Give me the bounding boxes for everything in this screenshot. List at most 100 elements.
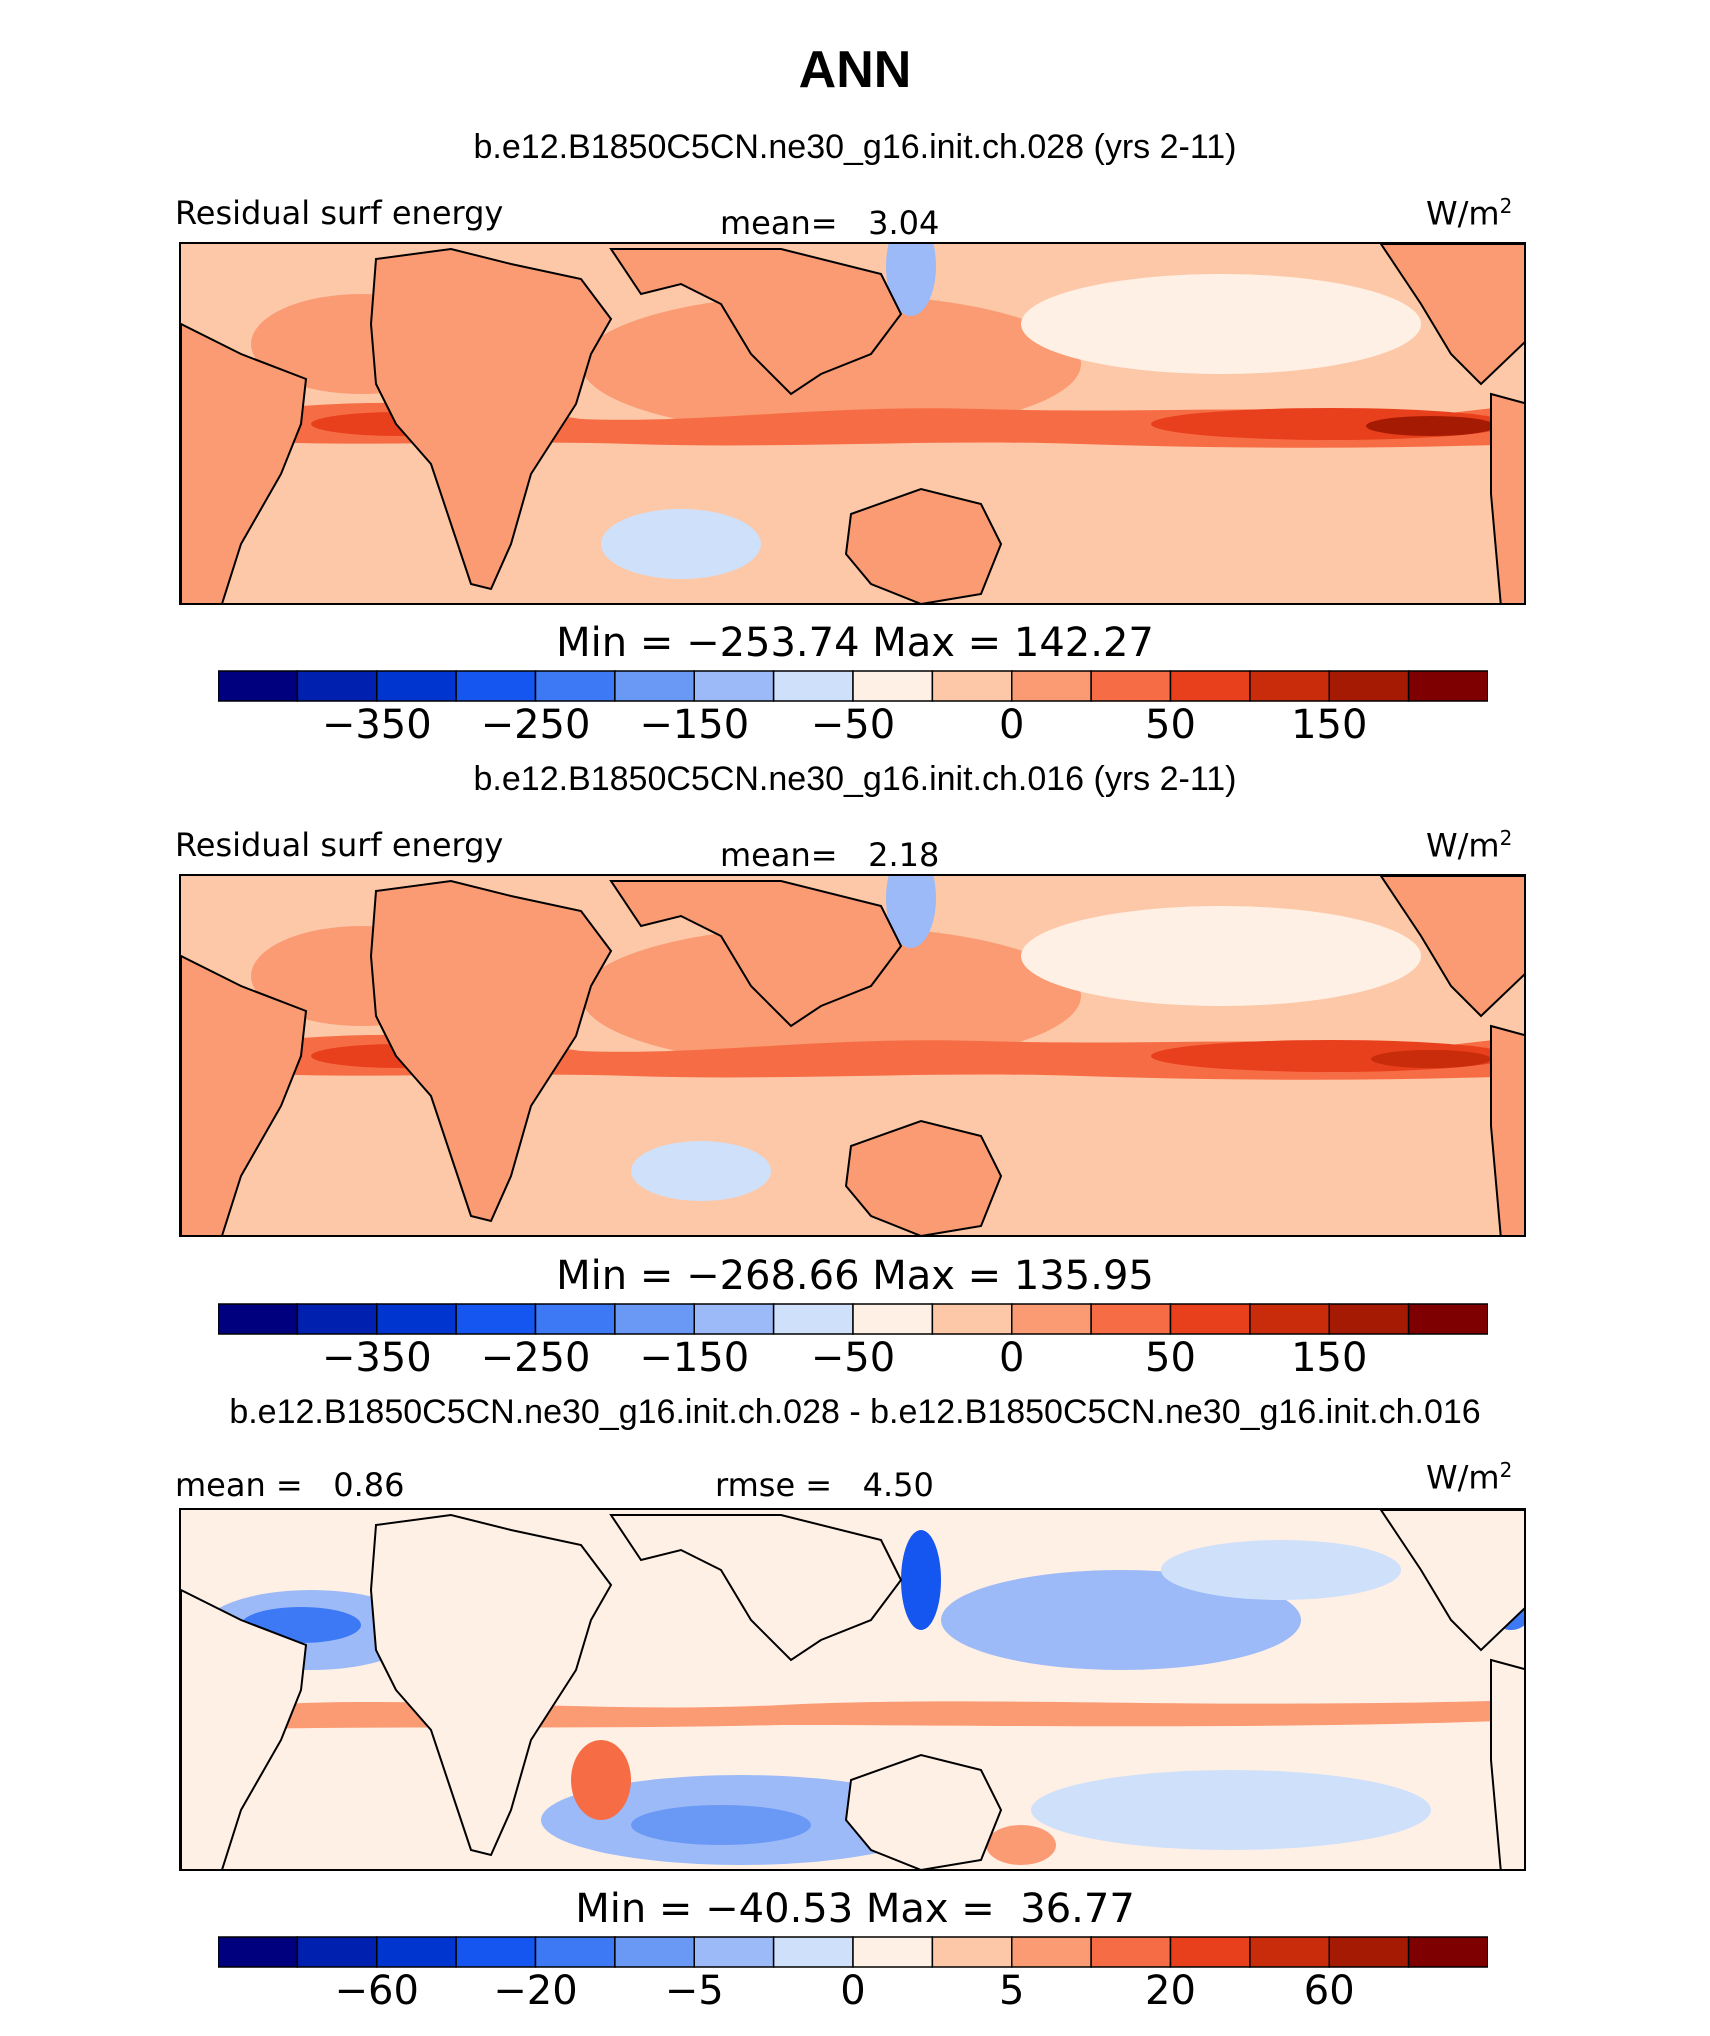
panel-3-north-america [1379,1510,1524,1652]
panel-2-colorbar [218,1303,1488,1335]
panel-2-colorbar-box [218,1303,299,1335]
panel-3-tick-label: 60 [1303,1968,1355,2014]
panel-1-asia [609,248,903,396]
panel-1-colorbar-box [218,670,299,702]
panel-3-tick-label: −60 [334,1968,419,2014]
panel-3-tick-label: 20 [1145,1968,1196,2014]
panel-3-colorbar-box [376,1936,457,1968]
panel-1-australia [844,487,1003,603]
panel-1-colorbar-box [1249,670,1330,702]
panel-2-field-pacific-maximum [1371,1050,1491,1068]
panel-1-units-label: W/m2 [1426,194,1513,233]
panel-3-colorbar-box [693,1936,775,1968]
panel-2-ticks: −350 −250 −150 −50 0 50 150 [0,1335,1710,1385]
panel-3-land [181,1510,1524,1869]
panel-2-colorbar-box [1011,1303,1092,1335]
panel-2-colorbar-box [931,1303,1013,1335]
panel-3-colorbar-box [1249,1936,1330,1968]
panel-1-colorbar-box [614,670,695,702]
panel-1-colorbar-box [693,670,775,702]
figure-title: ANN [798,41,912,99]
panel-3-colorbar-box [1328,1936,1410,1968]
panel-2-minmax: Min = −268.66 Max = 135.95 [556,1253,1154,1299]
panel-2-australia [844,1119,1003,1235]
panel-2-colorbar-box [455,1303,537,1335]
panel-1-tick-label: −350 [321,702,432,748]
panel-1-south-america [181,322,308,603]
panel-2-field-north-pacific-light [1021,906,1421,1006]
panel-2-colorbar-box [296,1303,378,1335]
panel-3-colorbar-box [296,1936,378,1968]
panel-3-colorbar-box [218,1936,299,1968]
panel-2-colorbar-box [1407,1303,1488,1335]
panel-3-units-label: W/m2 [1426,1458,1513,1497]
panel-1-field-kuroshio [886,244,936,316]
panel-3-field-tasman [986,1825,1056,1865]
panel-3-field-southern-core [631,1805,811,1845]
panel-1-colorbar-svg [218,670,1488,702]
panel-2-colorbar-box [693,1303,775,1335]
panel-1-colorbar-box [931,670,1013,702]
panel-3-colorbar-box [772,1936,854,1968]
panel-3-colorbar-box [1011,1936,1092,1968]
panel-1-colorbar [218,670,1488,702]
panel-1-north-america [1379,244,1524,386]
panel-3-australia [844,1753,1003,1869]
panel-2-south-america-west [1490,1024,1524,1235]
panel-1-colorbar-box [1090,670,1172,702]
panel-1-field-north-pacific-light [1021,274,1421,374]
panel-3-map-svg [181,1510,1524,1869]
panel-2-map [179,874,1526,1237]
panel-1-africa [369,247,613,591]
panel-3-field-pacific-blue [941,1570,1301,1670]
panel-3-tick-label: 5 [999,1968,1025,2014]
panel-2-map-svg [181,876,1524,1235]
panel-2-colorbar-box [852,1303,934,1335]
panel-3-colorbar-box [455,1936,537,1968]
panel-3-colorbar-box [1407,1936,1488,1968]
panel-1-tick-label: 150 [1291,702,1368,748]
panel-2-colorbar-box [772,1303,854,1335]
panel-1-tick-label: 0 [999,702,1025,748]
panel-3-mean-label: mean = 0.86 [175,1466,405,1504]
panel-2-tick-label: 50 [1145,1335,1196,1381]
panel-1-colorbar-box [455,670,537,702]
panel-1-ticks: −350 −250 −150 −50 0 50 150 [0,702,1710,752]
panel-3-ticks: −60 −20 −5 0 5 20 60 [0,1968,1710,2018]
panel-1-colorbar-box [534,670,616,702]
panel-1-colorbar-box [772,670,854,702]
panel-2-field-south-indian-blue [631,1141,771,1201]
panel-1-colorbar-box [1169,670,1251,702]
panel-1-minmax: Min = −253.74 Max = 142.27 [556,620,1154,666]
panel-2-variable-label: Residual surf energy [175,826,504,864]
panel-1-map [179,242,1526,605]
panel-3-south-america [181,1588,308,1869]
panel-1-colorbar-box [296,670,378,702]
panel-3-colorbar [218,1936,1488,1968]
panel-3-field-agulhas [571,1740,631,1820]
panel-3-field-south-pacific [1031,1770,1431,1850]
panel-1-colorbar-box [1011,670,1092,702]
panel-3-colorbar-box [852,1936,934,1968]
panel-1-tick-label: −50 [810,702,896,748]
panel-2-colorbar-box [376,1303,457,1335]
panel-1-case-title: b.e12.B1850C5CN.ne30_g16.init.ch.028 (yr… [473,128,1237,166]
panel-1-colorbar-box [852,670,934,702]
panel-3-colorbar-box [534,1936,616,1968]
panel-1-tick-label: −150 [639,702,750,748]
panel-2-africa [369,879,613,1223]
panel-3-case-title: b.e12.B1850C5CN.ne30_g16.init.ch.028 - b… [229,1393,1481,1431]
panel-2-tick-label: 0 [999,1335,1025,1381]
panel-2-tick-label: −350 [321,1335,432,1381]
panel-3-tick-label: 0 [840,1968,866,2014]
panel-3-map [179,1508,1526,1871]
panel-2-tick-label: −250 [480,1335,591,1381]
panel-3-tick-label: −20 [493,1968,578,2014]
panel-3-field-north-pacific [1161,1540,1401,1600]
panel-3-colorbar-box [1169,1936,1251,1968]
panel-1-colorbar-box [1328,670,1410,702]
panel-2-asia [609,880,903,1028]
panel-3-colorbar-box [1090,1936,1172,1968]
panel-1-tick-label: 50 [1145,702,1196,748]
panel-2-north-america [1379,876,1524,1018]
